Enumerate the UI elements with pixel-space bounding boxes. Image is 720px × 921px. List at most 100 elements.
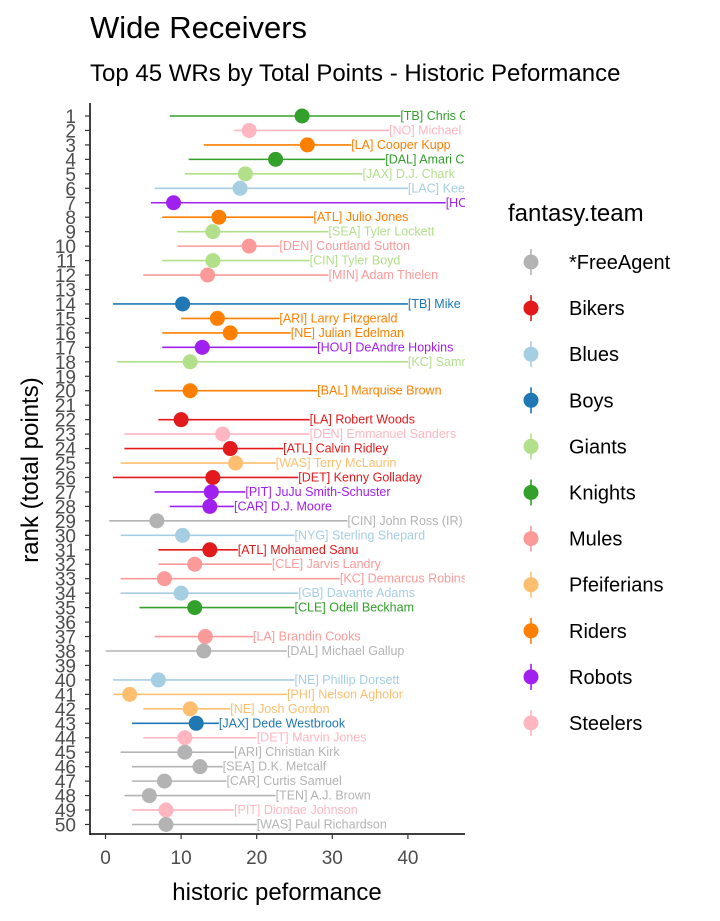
data-point [182, 354, 198, 370]
player-label: [WAS] Terry McLaurin [276, 456, 397, 470]
y-tick-label: 39 [55, 656, 76, 677]
chart-title: Wide Receivers [90, 10, 308, 45]
y-tick-label: 18 [55, 353, 76, 374]
legend-label: Knights [569, 483, 636, 505]
data-point [196, 643, 212, 659]
legend-title: fantasy.team [508, 200, 644, 227]
data-point [241, 122, 257, 138]
data-point [205, 469, 221, 485]
player-label: [TB] Mike Evans [408, 297, 499, 311]
player-label: [MIN] Adam Thielen [329, 268, 439, 282]
y-axis-title: rank (total points) [17, 377, 44, 562]
data-point [150, 672, 166, 688]
data-point [187, 600, 203, 616]
data-point [156, 773, 172, 789]
legend-key-point [523, 300, 539, 316]
player-label: [KC] Demarcus Robinson [340, 572, 481, 586]
y-tick-label: 15 [55, 309, 76, 330]
legend-key-point [523, 669, 539, 685]
player-label: [ARI] Christian Kirk [234, 745, 340, 759]
data-point [268, 151, 284, 167]
y-tick-label: 25 [55, 454, 76, 475]
data-point [200, 267, 216, 283]
data-point [241, 238, 257, 254]
legend-label: Bikers [569, 298, 625, 320]
x-tick-label: 40 [397, 848, 418, 869]
y-tick-label: 13 [55, 281, 76, 302]
y-tick-label: 35 [55, 599, 76, 620]
player-label: [NE] Josh Gordon [230, 702, 329, 716]
player-label: [ATL] Mohamed Sanu [238, 543, 359, 557]
legend-label: *FreeAgent [569, 252, 671, 274]
y-tick-label: 42 [55, 700, 76, 721]
player-label: [NE] Phillip Dorsett [295, 673, 400, 687]
data-point [209, 310, 225, 326]
x-axis-title: historic peformance [172, 879, 381, 906]
y-tick-label: 8 [65, 208, 76, 229]
legend-key-point [523, 438, 539, 454]
legend-label: Blues [569, 344, 619, 366]
y-tick-label: 37 [55, 628, 76, 649]
y-tick-label: 48 [55, 787, 76, 808]
y-tick-label: 2 [65, 121, 76, 142]
y-tick-label: 32 [55, 555, 76, 576]
player-label: [HOU] DeAndre Hopkins [317, 340, 453, 354]
y-tick-label: 36 [55, 613, 76, 634]
data-point [232, 180, 248, 196]
player-label: [NYG] Sterling Shepard [295, 528, 426, 542]
y-tick-label: 12 [55, 266, 76, 287]
y-tick-label: 6 [65, 179, 76, 200]
legend-key-point [523, 715, 539, 731]
player-label: [LA] Robert Woods [310, 413, 415, 427]
player-label: [JAX] Dede Westbrook [219, 716, 346, 730]
y-tick-label: 31 [55, 541, 76, 562]
player-label: [CAR] Curtis Samuel [226, 774, 341, 788]
chart-subtitle: Top 45 WRs by Total Points - Historic Pe… [90, 60, 621, 87]
data-point [166, 195, 182, 211]
data-point [177, 744, 193, 760]
y-tick-label: 30 [55, 526, 76, 547]
y-tick-label: 3 [65, 136, 76, 157]
data-point [194, 339, 210, 355]
legend-key-point [523, 577, 539, 593]
y-tick-label: 22 [55, 411, 76, 432]
y-tick-label: 38 [55, 642, 76, 663]
data-point [177, 730, 193, 746]
y-tick-label: 41 [55, 685, 76, 706]
data-point [237, 166, 253, 182]
player-label: [KC] Sammy Watkins [408, 355, 526, 369]
y-tick-label: 10 [55, 237, 76, 258]
player-label: [BAL] Marquise Brown [317, 384, 441, 398]
y-tick-label: 43 [55, 714, 76, 735]
y-tick-label: 49 [55, 801, 76, 822]
player-label: [DET] Marvin Jones [257, 731, 367, 745]
legend-key-point [523, 346, 539, 362]
data-point [175, 527, 191, 543]
y-tick-label: 17 [55, 338, 76, 359]
x-tick-label: 30 [322, 848, 343, 869]
legend-label: Pfeiferians [569, 575, 664, 597]
player-label: [GB] Davante Adams [298, 586, 415, 600]
legend-key-point [523, 254, 539, 270]
data-point [299, 137, 315, 153]
player-label: [SEA] Tyler Lockett [329, 225, 436, 239]
player-label: [LA] Brandin Cooks [253, 630, 361, 644]
player-label: [CIN] Tyler Boyd [310, 254, 401, 268]
error-bars [105, 115, 446, 826]
player-label: [DAL] Michael Gallup [287, 644, 404, 658]
y-tick-label: 46 [55, 758, 76, 779]
y-tick-label: 7 [65, 194, 76, 215]
legend-key-point [523, 531, 539, 547]
player-label: [DAL] Amari Cooper [385, 152, 496, 166]
player-label: [PHI] Nelson Agholor [287, 687, 403, 701]
legend-label: Steelers [569, 713, 642, 735]
legend-label: Giants [569, 436, 627, 458]
player-label: [CLE] Jarvis Landry [272, 557, 382, 571]
data-point [222, 441, 238, 457]
y-tick-label: 29 [55, 512, 76, 533]
y-tick-label: 4 [65, 150, 76, 171]
legend-label: Riders [569, 621, 627, 643]
y-tick-label: 23 [55, 425, 76, 446]
y-tick-label: 21 [55, 396, 76, 417]
